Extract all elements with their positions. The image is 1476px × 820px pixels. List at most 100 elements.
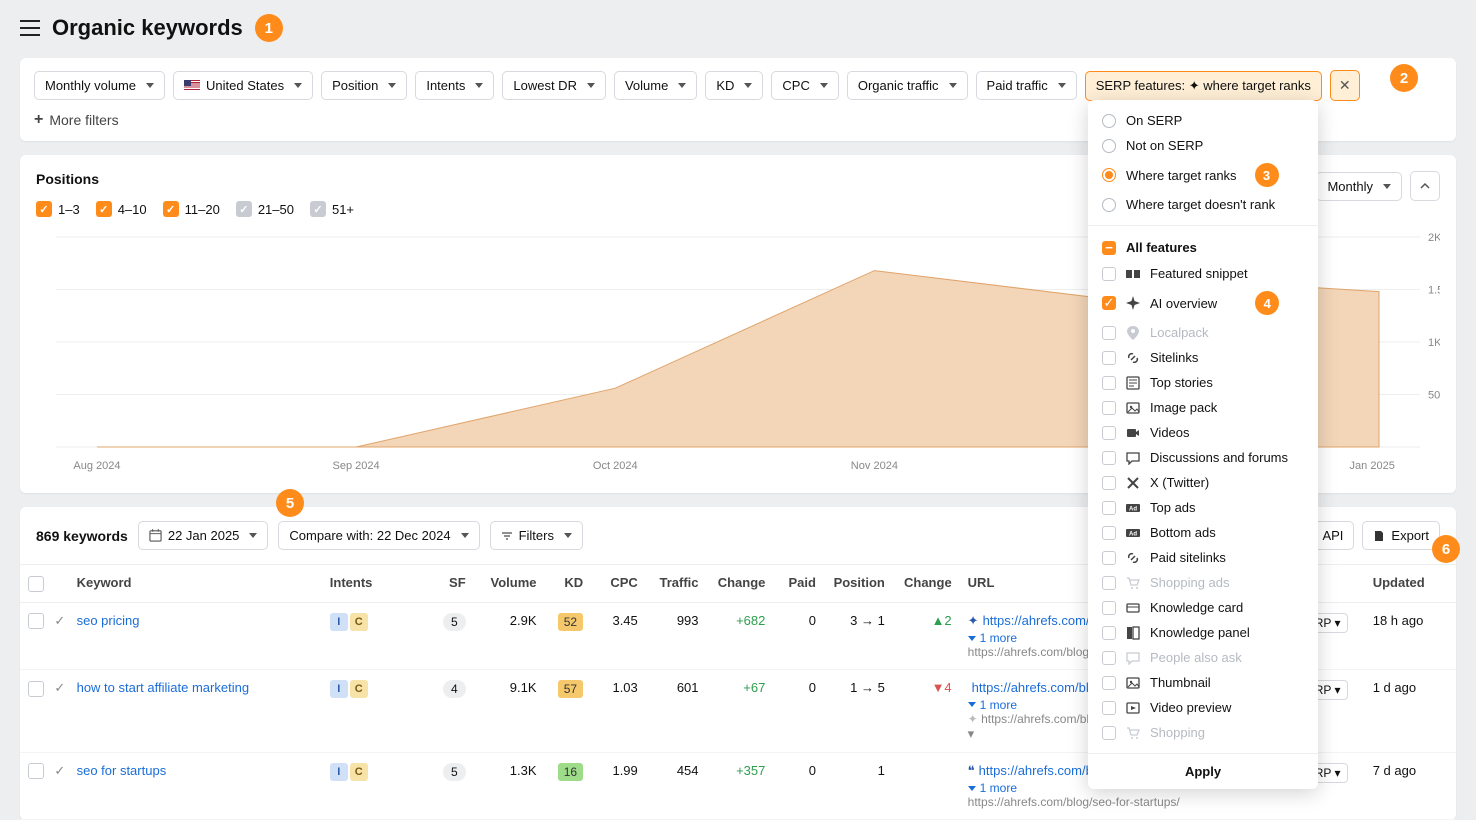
- col-header-6[interactable]: Traffic: [646, 565, 707, 603]
- feature-option-14[interactable]: Knowledge panel: [1088, 620, 1318, 645]
- svg-text:Ad: Ad: [1129, 531, 1137, 537]
- all-features-toggle[interactable]: − All features: [1088, 234, 1318, 261]
- pin-icon: [1126, 326, 1140, 340]
- keyword-link[interactable]: how to start affiliate marketing: [77, 680, 249, 695]
- filter-chip-6[interactable]: KD: [705, 71, 763, 100]
- svg-text:Nov 2024: Nov 2024: [851, 460, 898, 472]
- feature-option-13[interactable]: Knowledge card: [1088, 595, 1318, 620]
- keyword-link[interactable]: seo for startups: [77, 763, 167, 778]
- feature-option-6[interactable]: Videos: [1088, 420, 1318, 445]
- checkbox-icon: ✓: [36, 201, 52, 217]
- row-checkbox[interactable]: [28, 681, 44, 697]
- traffic-value: 454: [646, 752, 707, 820]
- filter-chip-3[interactable]: Intents: [415, 71, 494, 100]
- monthly-selector[interactable]: Monthly: [1316, 172, 1402, 201]
- col-header-8[interactable]: Paid: [773, 565, 824, 603]
- keyword-link[interactable]: seo pricing: [77, 613, 140, 628]
- export-button[interactable]: Export: [1362, 521, 1440, 550]
- ad-icon: Ad: [1126, 526, 1140, 540]
- row-checkbox[interactable]: [28, 613, 44, 629]
- checkbox-icon: [1102, 576, 1116, 590]
- col-header-7[interactable]: Change: [707, 565, 774, 603]
- volume-value: 9.1K: [474, 670, 545, 753]
- serp-radio-2[interactable]: Where target ranks3: [1088, 158, 1318, 192]
- filter-chip-7[interactable]: CPC: [771, 71, 838, 100]
- table-filters-button[interactable]: Filters: [490, 521, 583, 550]
- checkbox-icon: ✓: [310, 201, 326, 217]
- position-range-0[interactable]: ✓1–3: [36, 201, 80, 217]
- col-header-2[interactable]: SF: [423, 565, 474, 603]
- col-header-1[interactable]: Intents: [322, 565, 423, 603]
- feature-option-7[interactable]: Discussions and forums: [1088, 445, 1318, 470]
- compare-picker[interactable]: Compare with: 22 Dec 2024: [278, 521, 479, 550]
- feature-option-17[interactable]: Video preview: [1088, 695, 1318, 720]
- filter-chip-8[interactable]: Organic traffic: [847, 71, 968, 100]
- col-header-3[interactable]: Volume: [474, 565, 545, 603]
- annotation-2: 2: [1390, 64, 1418, 92]
- row-checkbox[interactable]: [28, 763, 44, 779]
- filter-chip-0[interactable]: Monthly volume: [34, 71, 165, 100]
- select-all-checkbox[interactable]: [28, 576, 44, 592]
- feature-option-5[interactable]: Image pack: [1088, 395, 1318, 420]
- col-header-0[interactable]: Keyword: [69, 565, 322, 603]
- traffic-value: 601: [646, 670, 707, 753]
- svg-text:Jan 2025: Jan 2025: [1350, 460, 1395, 472]
- annotation-1: 1: [255, 14, 283, 42]
- checkbox-icon: [1102, 501, 1116, 515]
- col-header-9[interactable]: Position: [824, 565, 893, 603]
- filter-chip-2[interactable]: Position: [321, 71, 407, 100]
- serp-features-chip[interactable]: SERP features: ✦ where target ranks: [1085, 71, 1322, 101]
- more-filters-button[interactable]: More filters: [34, 111, 119, 129]
- checkbox-icon: [1102, 451, 1116, 465]
- calendar-icon: [149, 529, 162, 542]
- feature-option-0[interactable]: Featured snippet: [1088, 261, 1318, 286]
- filter-chip-4[interactable]: Lowest DR: [502, 71, 606, 100]
- position-range-4[interactable]: ✓51+: [310, 201, 354, 217]
- export-icon: [1373, 530, 1385, 542]
- col-header-4[interactable]: KD: [545, 565, 592, 603]
- checkbox-icon: [1102, 651, 1116, 665]
- filter-chip-1[interactable]: United States: [173, 71, 313, 100]
- filter-chip-5[interactable]: Volume: [614, 71, 697, 100]
- expand-urls[interactable]: 1 more: [968, 631, 1017, 645]
- expand-urls[interactable]: 1 more: [968, 781, 1017, 795]
- sub-url: https://ahrefs.com/blog/seo-for-startups…: [968, 795, 1236, 809]
- remove-serp-filter-button[interactable]: ✕: [1330, 70, 1360, 101]
- feature-option-16[interactable]: Thumbnail: [1088, 670, 1318, 695]
- feature-option-4[interactable]: Top stories: [1088, 370, 1318, 395]
- annotation-4: 4: [1255, 291, 1279, 315]
- col-header-14[interactable]: Updated: [1365, 565, 1456, 603]
- col-header-10[interactable]: Change: [893, 565, 960, 603]
- intent-badge: I: [330, 613, 348, 631]
- traffic-change: +67: [707, 670, 774, 753]
- serp-radio-3[interactable]: Where target doesn't rank: [1088, 192, 1318, 217]
- annotation-3: 3: [1255, 163, 1279, 187]
- date-picker[interactable]: 22 Jan 2025: [138, 521, 269, 550]
- apply-button[interactable]: Apply: [1088, 753, 1318, 789]
- positions-title: Positions: [36, 171, 354, 187]
- feature-option-3[interactable]: Sitelinks: [1088, 345, 1318, 370]
- link-icon: [1126, 351, 1140, 365]
- radio-icon: [1102, 114, 1116, 128]
- svg-text:Oct 2024: Oct 2024: [593, 460, 638, 472]
- feature-option-2: Localpack: [1088, 320, 1318, 345]
- feature-option-10[interactable]: AdBottom ads: [1088, 520, 1318, 545]
- position-range-3[interactable]: ✓21–50: [236, 201, 294, 217]
- position-range-1[interactable]: ✓4–10: [96, 201, 147, 217]
- feature-option-8[interactable]: X (Twitter): [1088, 470, 1318, 495]
- position-range-2[interactable]: ✓11–20: [163, 201, 220, 217]
- checkbox-icon: [1102, 726, 1116, 740]
- radio-icon: [1102, 168, 1116, 182]
- feature-option-9[interactable]: AdTop ads: [1088, 495, 1318, 520]
- feature-option-1[interactable]: ✓AI overview4: [1088, 286, 1318, 320]
- menu-icon[interactable]: [20, 20, 40, 36]
- col-header-5[interactable]: CPC: [591, 565, 646, 603]
- expand-urls[interactable]: 1 more: [968, 698, 1017, 712]
- serp-radio-0[interactable]: On SERP: [1088, 108, 1318, 133]
- feature-option-11[interactable]: Paid sitelinks: [1088, 545, 1318, 570]
- serp-radio-1[interactable]: Not on SERP: [1088, 133, 1318, 158]
- sf-count: 4: [443, 680, 466, 698]
- filter-chip-9[interactable]: Paid traffic: [976, 71, 1077, 100]
- svg-text:1K: 1K: [1428, 337, 1440, 349]
- collapse-chart-button[interactable]: [1410, 171, 1440, 201]
